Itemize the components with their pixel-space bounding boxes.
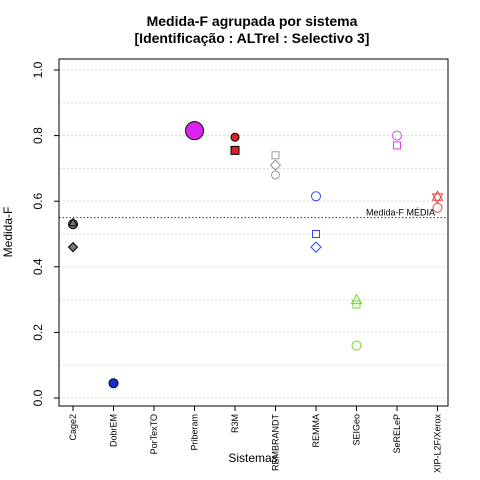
- plot-frame: [58, 58, 449, 407]
- data-point: [269, 159, 282, 171]
- data-point: [352, 300, 361, 309]
- y-tick-label: 0.2: [31, 324, 45, 341]
- x-tick-label: XIP-L2F/Xerox: [433, 414, 443, 474]
- x-tick-label: Cage2: [68, 414, 78, 441]
- data-point: [351, 340, 362, 351]
- x-tick-label: DobrEM: [109, 414, 119, 447]
- data-point: [230, 145, 240, 155]
- x-tick-label: SeRELeP: [392, 414, 402, 454]
- x-axis: Cage2 DobrEM PorTexTO Priberam R3M REMBRANDT R…: [68, 406, 443, 473]
- x-tick-label: PorTexTO: [149, 414, 159, 454]
- data-point: [392, 130, 402, 141]
- y-tick-label: 0.0: [31, 389, 45, 406]
- data-point: [393, 141, 401, 150]
- reference-line-label: Medida-F MÉDIA: [366, 208, 435, 218]
- data-point: [230, 132, 240, 142]
- data-point: [311, 191, 321, 202]
- x-tick-label: SEIGeo: [352, 414, 362, 446]
- x-tick-label: R3M: [230, 414, 240, 433]
- data-point: [431, 190, 444, 201]
- x-axis-label: Sistemas: [228, 451, 277, 465]
- y-axis-label: Medida-F: [1, 207, 15, 258]
- chart-title: Medida-F agrupada por sistema: [147, 13, 358, 29]
- data-point: [185, 121, 204, 141]
- y-tick-label: 0.8: [31, 127, 45, 144]
- y-axis: 0.0 0.2 0.4 0.6 0.8 1.0: [31, 61, 59, 406]
- data-point: [312, 230, 320, 238]
- data-point: [108, 378, 119, 389]
- x-tick-label: REMMA: [311, 414, 321, 448]
- y-tick-label: 0.6: [31, 193, 45, 210]
- y-tick-label: 0.4: [31, 258, 45, 275]
- data-point: [271, 151, 280, 160]
- reference-line-group: Medida-F MÉDIA: [59, 208, 448, 219]
- y-tick-label: 1.0: [31, 61, 45, 78]
- x-tick-label: Priberam: [190, 414, 200, 451]
- x-tick-label: REMBRANDT: [271, 414, 281, 472]
- data-point: [431, 193, 444, 204]
- data-point: [310, 241, 322, 253]
- data-point: [271, 170, 280, 180]
- data-points: [67, 121, 444, 389]
- data-point: [67, 241, 79, 253]
- data-point: [350, 293, 363, 305]
- chart-subtitle: [Identificação : ALTrel : Selectivo 3]: [135, 30, 370, 46]
- data-point: [68, 217, 78, 227]
- data-point: [432, 202, 443, 213]
- grid: [59, 69, 448, 399]
